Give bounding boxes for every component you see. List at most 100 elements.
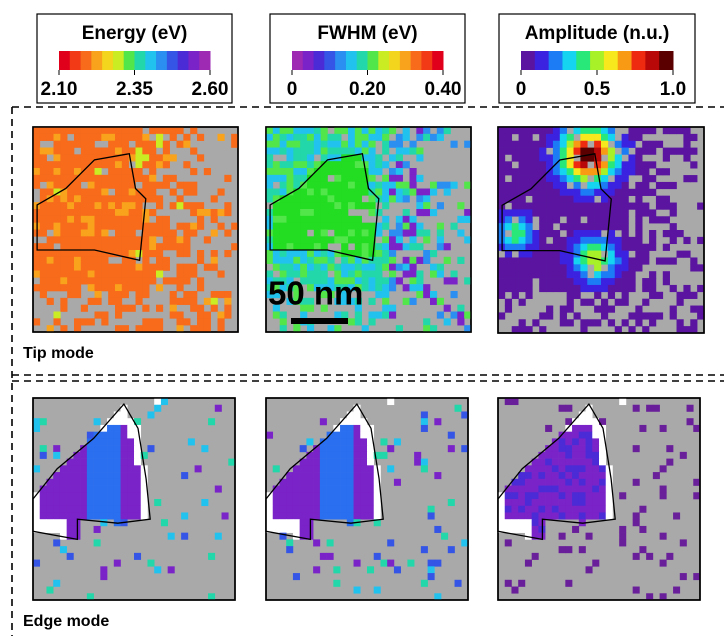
map-pixel (409, 263, 417, 271)
map-pixel (614, 161, 622, 169)
map-pixel (690, 264, 698, 272)
map-pixel (313, 188, 321, 196)
map-pixel (607, 264, 616, 272)
map-pixel (539, 209, 547, 217)
map-pixel (142, 318, 150, 326)
map-pixel (545, 451, 553, 459)
map-pixel (115, 291, 123, 299)
map-pixel (33, 154, 41, 162)
map-pixel (683, 236, 691, 245)
map-pixel (334, 297, 342, 305)
map-border (32, 126, 239, 333)
map-pixel (121, 256, 129, 264)
map-pixel (279, 161, 287, 169)
map-pixel (300, 168, 308, 176)
map-pixel (538, 472, 546, 480)
map-pixel (642, 147, 650, 155)
map-pixel (307, 277, 315, 285)
map-pixel (389, 181, 397, 189)
map-pixel (327, 188, 335, 196)
map-pixel (525, 188, 533, 196)
map-pixel (334, 311, 342, 319)
map-pixel (348, 147, 356, 155)
map-pixel (74, 243, 82, 251)
map-pixel (587, 250, 595, 258)
map-pixel (607, 209, 616, 217)
map-pixel (39, 445, 47, 453)
map-pixel (183, 181, 191, 189)
map-pixel (53, 270, 61, 278)
map-pixel (307, 236, 315, 244)
map-pixel (532, 271, 540, 279)
map-pixel (286, 270, 294, 278)
map-pixel (327, 250, 335, 258)
map-pixel (320, 127, 328, 135)
map-pixel (197, 215, 205, 223)
map-pixel (39, 519, 47, 527)
map-pixel (340, 485, 348, 493)
map-pixel (628, 236, 636, 245)
map-pixel (402, 256, 410, 264)
map-pixel (53, 525, 61, 533)
map-pixel (74, 161, 82, 169)
map-pixel (87, 236, 95, 244)
map-pixel (545, 445, 553, 453)
map-pixel (518, 271, 526, 279)
map-pixel (327, 263, 335, 271)
map-pixel (134, 418, 142, 426)
map-pixel (614, 236, 622, 245)
map-pixel (300, 161, 308, 169)
map-pixel (266, 492, 274, 500)
map-pixel (33, 505, 41, 513)
map-pixel (121, 243, 129, 251)
map-pixel (286, 236, 294, 244)
map-pixel (559, 236, 567, 245)
map-pixel (389, 174, 397, 182)
map-pixel (46, 478, 54, 486)
map-pixel (87, 161, 95, 169)
map-pixel (293, 270, 301, 278)
map-pixel (135, 236, 143, 244)
map-pixel (162, 256, 170, 264)
map-pixel (327, 215, 335, 223)
map-pixel (551, 445, 559, 453)
map-pixel (348, 263, 356, 271)
map-pixel (504, 140, 513, 148)
map-pixel (334, 222, 342, 230)
map-pixel (142, 181, 150, 189)
map-pixel (121, 168, 129, 176)
map-pixel (286, 539, 294, 547)
map-pixel (135, 263, 143, 271)
map-pixel (546, 278, 554, 286)
map-pixel (498, 154, 506, 162)
map-pixel (128, 133, 136, 141)
map-pixel (594, 243, 602, 251)
map-pixel (142, 325, 150, 333)
map-pixel (46, 161, 54, 169)
map-pixel (373, 451, 381, 459)
map-pixel (121, 133, 129, 141)
map-pixel (546, 140, 554, 148)
map-panel (32, 126, 239, 333)
map-pixel (368, 195, 376, 203)
map-pixel (524, 492, 532, 500)
map-pixel (53, 579, 61, 587)
map-pixel (272, 492, 280, 500)
map-pixel (320, 263, 328, 271)
map-pixel (101, 202, 109, 210)
map-panel (497, 397, 701, 601)
map-pixel (203, 297, 211, 305)
map-pixel (128, 215, 136, 223)
map-pixel (360, 492, 368, 500)
map-pixel (135, 133, 143, 141)
map-pixel (539, 278, 547, 286)
map-pixel (565, 512, 573, 520)
map-pixel (197, 256, 205, 264)
map-pixel (361, 133, 369, 141)
map-pixel (587, 133, 595, 142)
map-pixel (128, 188, 136, 196)
map-pixel (389, 263, 397, 271)
map-pixel (504, 243, 513, 251)
map-pixel (266, 181, 274, 189)
map-pixel (120, 458, 128, 466)
